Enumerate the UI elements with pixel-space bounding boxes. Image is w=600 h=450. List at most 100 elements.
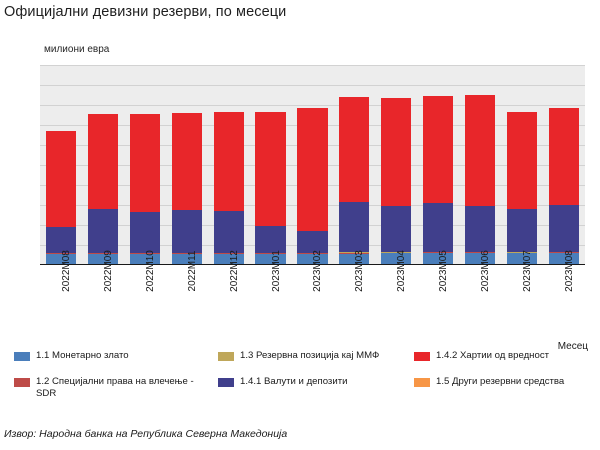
legend-swatch-icon xyxy=(414,352,430,361)
stacked-bar[interactable] xyxy=(171,113,202,264)
stacked-bar[interactable] xyxy=(381,98,412,264)
stacked-bar[interactable] xyxy=(423,96,454,264)
bar-segment[interactable] xyxy=(297,254,328,264)
x-axis-label-slot: 2023M05 xyxy=(417,250,459,339)
bar-segment[interactable] xyxy=(423,253,454,264)
bar-segment[interactable] xyxy=(45,254,77,264)
bar-segment[interactable] xyxy=(87,209,118,253)
bar-slot xyxy=(124,65,166,264)
bar-segment[interactable] xyxy=(423,202,454,253)
bar-segment[interactable] xyxy=(129,114,160,212)
bar-segment[interactable] xyxy=(423,252,454,254)
bar-series-container xyxy=(40,65,585,264)
bar-segment[interactable] xyxy=(548,204,580,253)
x-axis-tick-label: 2023M05 xyxy=(438,250,450,292)
x-axis-label-slot: 2023M03 xyxy=(333,250,375,339)
bar-segment[interactable] xyxy=(339,252,370,254)
bar-segment[interactable] xyxy=(381,205,412,253)
bar-segment[interactable] xyxy=(255,226,286,253)
legend-item[interactable]: 1.1 Монетарно злато xyxy=(14,350,204,362)
legend-label: 1.3 Резервна позиција кај ММФ xyxy=(240,350,380,361)
stacked-bar[interactable] xyxy=(465,95,496,264)
bar-segment[interactable] xyxy=(548,253,580,264)
bar-segment[interactable] xyxy=(213,211,244,253)
bar-segment[interactable] xyxy=(171,253,202,254)
bar-segment[interactable] xyxy=(465,252,496,254)
bar-segment[interactable] xyxy=(297,231,328,253)
stacked-bar[interactable] xyxy=(297,108,328,264)
bar-segment[interactable] xyxy=(171,253,202,264)
stacked-bar[interactable] xyxy=(213,111,244,264)
bar-segment[interactable] xyxy=(339,202,370,253)
bar-segment[interactable] xyxy=(465,206,496,253)
gridline xyxy=(40,65,585,66)
legend-item[interactable]: 1.4.2 Хартии од вредност xyxy=(414,350,600,362)
gridline xyxy=(40,105,585,106)
bar-segment[interactable] xyxy=(507,208,538,253)
stacked-bar[interactable] xyxy=(87,114,118,264)
bar-segment[interactable] xyxy=(87,114,118,210)
legend-item[interactable]: 1.5 Други резервни средства xyxy=(414,376,600,388)
stacked-bar[interactable] xyxy=(255,112,286,264)
legend-swatch-icon xyxy=(14,352,30,361)
bar-segment[interactable] xyxy=(465,253,496,264)
stacked-bar[interactable] xyxy=(339,97,370,264)
bar-segment[interactable] xyxy=(213,111,244,212)
legend-item[interactable]: 1.4.1 Валути и депозити xyxy=(218,376,408,388)
x-axis-label-slot: 2023M08 xyxy=(543,250,585,339)
bar-segment[interactable] xyxy=(87,253,118,254)
legend-label: 1.5 Други резервни средства xyxy=(436,376,565,387)
bar-segment[interactable] xyxy=(507,252,538,254)
bar-segment[interactable] xyxy=(297,108,328,232)
x-axis-tick-label: 2023M08 xyxy=(564,250,576,292)
bar-segment[interactable] xyxy=(45,227,77,253)
bar-segment[interactable] xyxy=(548,107,580,205)
bar-segment[interactable] xyxy=(129,211,160,253)
source-note: Извор: Народна банка на Република Северн… xyxy=(4,428,288,440)
bar-segment[interactable] xyxy=(381,98,412,206)
bar-segment[interactable] xyxy=(171,113,202,211)
stacked-bar[interactable] xyxy=(507,112,538,264)
bar-segment[interactable] xyxy=(213,253,244,264)
bar-segment[interactable] xyxy=(87,253,118,264)
bar-slot xyxy=(250,65,292,264)
bar-segment[interactable] xyxy=(381,252,412,254)
stacked-bar[interactable] xyxy=(45,131,77,264)
bar-segment[interactable] xyxy=(129,254,160,264)
legend-item[interactable]: 1.3 Резервна позиција кај ММФ xyxy=(218,350,408,362)
bar-slot xyxy=(166,65,208,264)
x-axis-tick-label: 2023M06 xyxy=(480,250,492,292)
legend-item[interactable]: 1.2 Специјални права на влечење - SDR xyxy=(14,376,204,399)
x-axis-label-slot: 2023M07 xyxy=(501,250,543,339)
bar-segment[interactable] xyxy=(45,253,77,254)
stacked-bar[interactable] xyxy=(129,114,160,264)
bar-segment[interactable] xyxy=(297,253,328,255)
legend-swatch-icon xyxy=(218,352,234,361)
bar-slot xyxy=(459,65,501,264)
x-axis-tick-label: 2022M11 xyxy=(186,250,198,292)
x-axis-label-slot: 2022M10 xyxy=(124,250,166,339)
plot-wrapper xyxy=(40,65,585,265)
bar-segment[interactable] xyxy=(507,253,538,264)
bar-segment[interactable] xyxy=(129,253,160,254)
bar-segment[interactable] xyxy=(45,131,77,228)
bar-slot xyxy=(82,65,124,264)
x-axis-labels: 2022M08 2022M09 2022M10 2022M11 2022M12 2023M… xyxy=(40,250,585,339)
bar-segment[interactable] xyxy=(255,254,286,264)
bar-segment[interactable] xyxy=(548,252,580,254)
legend-label: 1.2 Специјални права на влечење - SDR xyxy=(36,376,194,399)
bar-segment[interactable] xyxy=(381,253,412,264)
bar-segment[interactable] xyxy=(423,96,454,203)
bar-segment[interactable] xyxy=(507,112,538,209)
bar-slot xyxy=(417,65,459,264)
bar-segment[interactable] xyxy=(339,97,370,203)
bar-segment[interactable] xyxy=(465,95,496,207)
bar-segment[interactable] xyxy=(213,253,244,254)
stacked-bar[interactable] xyxy=(548,107,580,264)
x-axis-tick-label: 2022M08 xyxy=(60,250,72,292)
bar-segment[interactable] xyxy=(339,253,370,264)
bar-segment[interactable] xyxy=(171,210,202,253)
bar-segment[interactable] xyxy=(255,253,286,255)
bar-segment[interactable] xyxy=(255,112,286,227)
